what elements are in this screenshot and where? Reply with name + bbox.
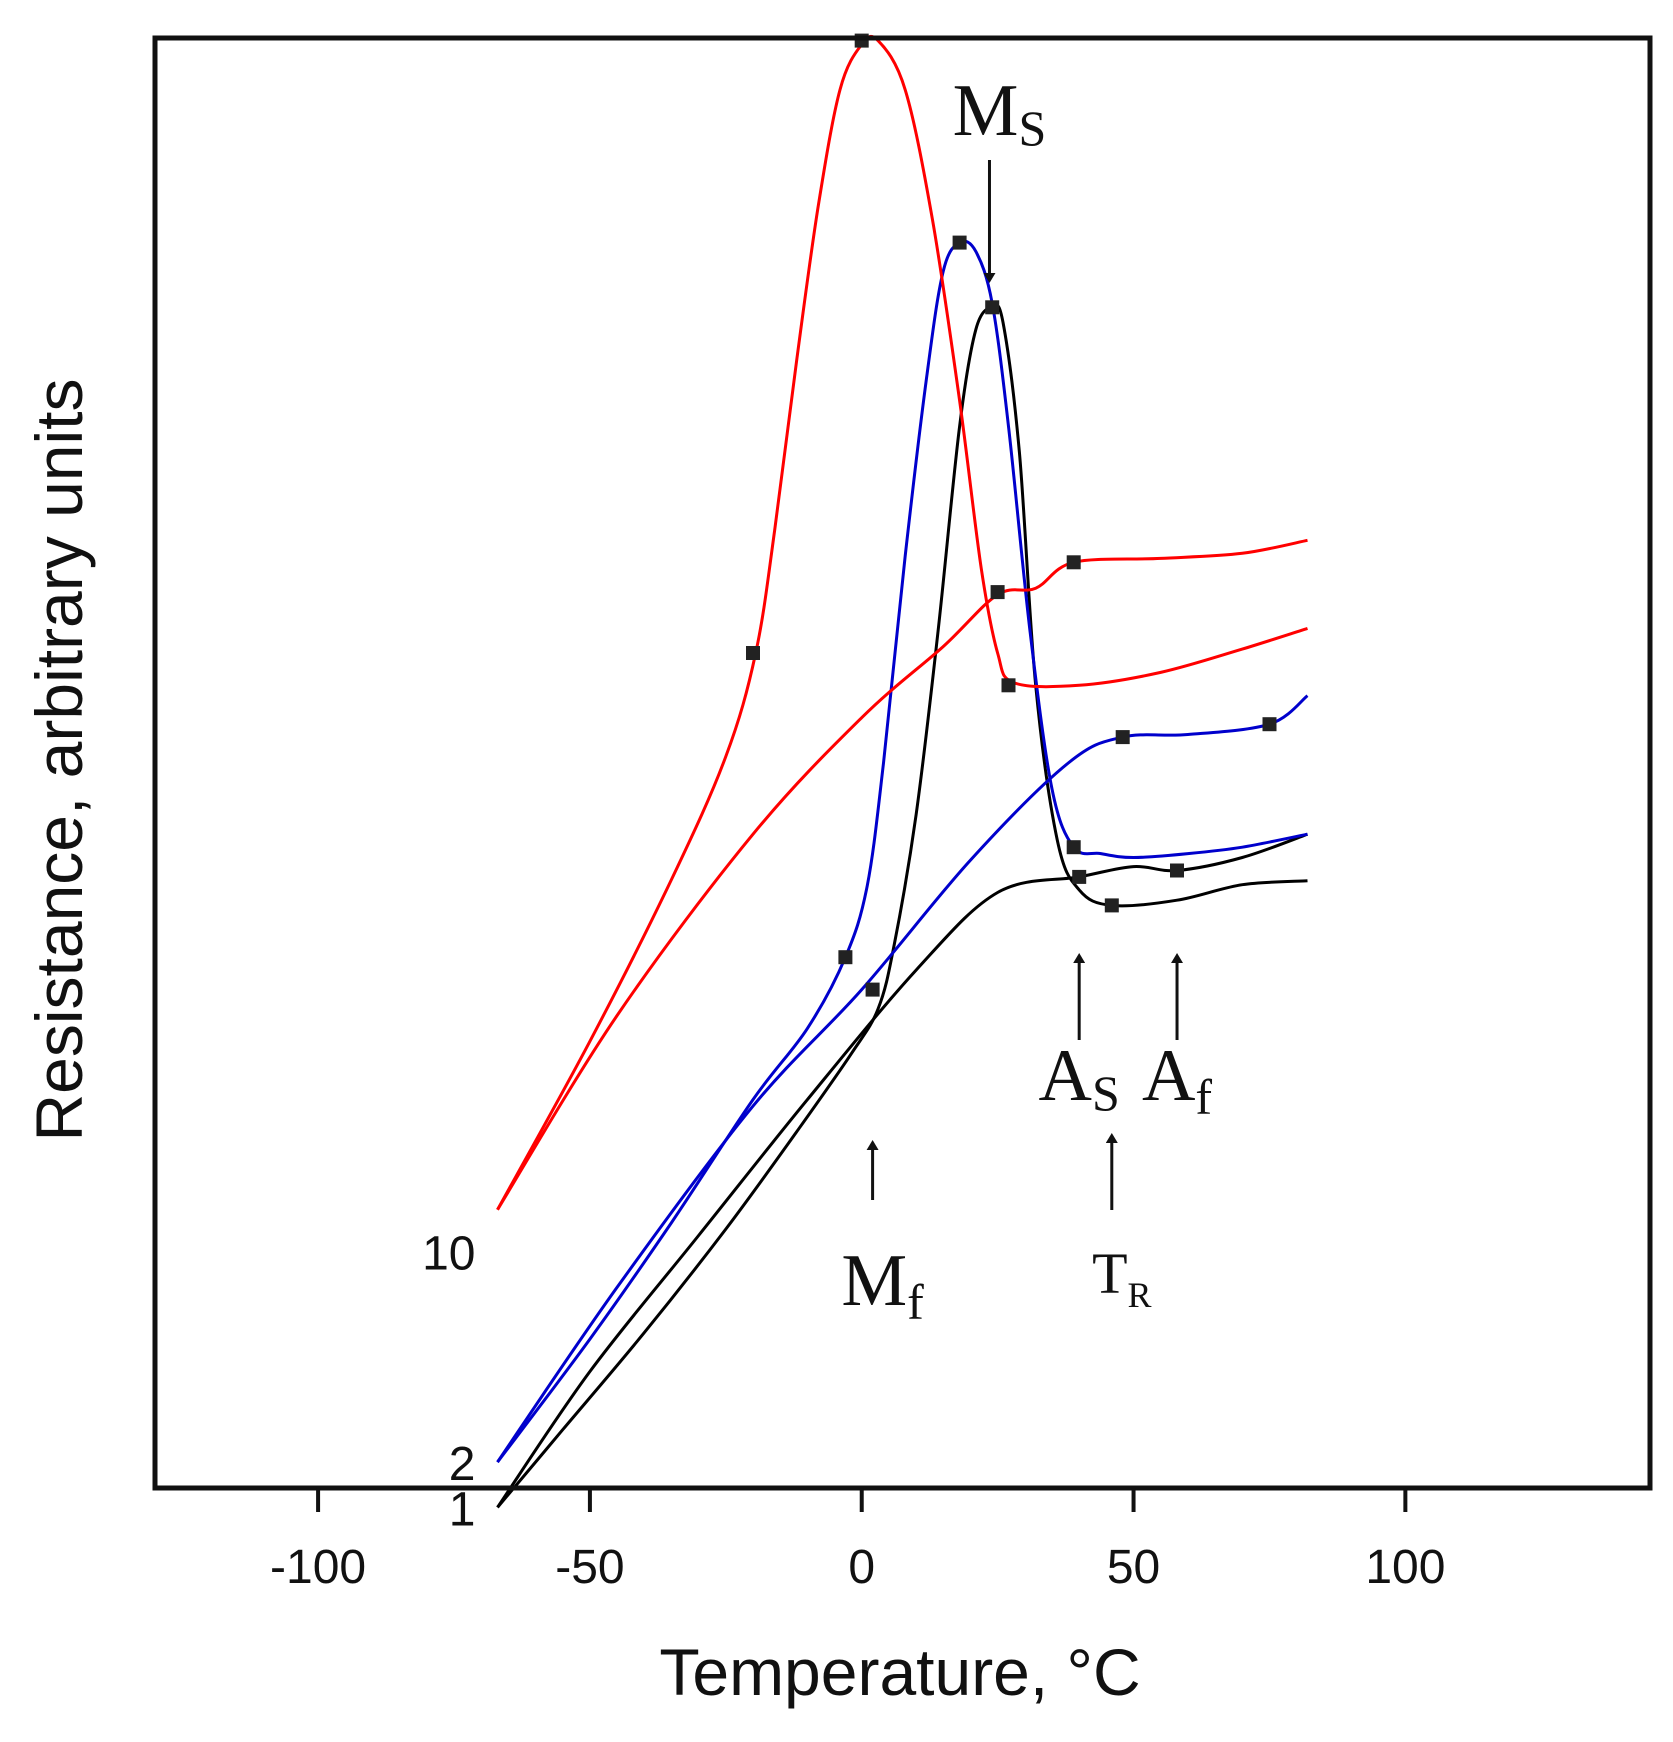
x-tick-label-50: 50 — [1107, 1541, 1160, 1594]
data-marker-10-heat-0 — [990, 585, 1005, 600]
data-marker-2-cool-2 — [838, 950, 853, 965]
curve-label-1: 1 — [449, 1483, 476, 1536]
series-10-cool-line — [496, 34, 1308, 1211]
data-marker-10-heat-1 — [1066, 555, 1081, 570]
curve-label-10: 10 — [422, 1228, 475, 1281]
as-label-main: A — [1039, 1035, 1092, 1117]
x-tick-label--50: -50 — [555, 1541, 624, 1594]
series-2-cool-line — [496, 239, 1308, 1464]
as-label-sub: S — [1092, 1065, 1120, 1121]
x-tick-label-100: 100 — [1365, 1541, 1445, 1594]
plot-frame — [152, 35, 1653, 1491]
data-marker-2-cool-0 — [952, 235, 967, 250]
curve-labels: 12 10 — [422, 1228, 475, 1537]
x-axis-title: Temperature, °C — [659, 1635, 1140, 1709]
mf-label-main: M — [841, 1240, 907, 1322]
mf-label: Mf — [841, 1240, 924, 1330]
series-2-heat-line — [496, 694, 1309, 1463]
markers-layer — [746, 33, 1277, 997]
data-marker-1-cool-0 — [985, 300, 1000, 315]
as-label: AS — [1039, 1035, 1120, 1121]
mf-label-sub: f — [907, 1274, 924, 1330]
curve-label-2: 2 — [449, 1438, 476, 1491]
x-tick-label-0: 0 — [848, 1541, 875, 1594]
annotation-tr: TR — [1092, 1133, 1152, 1315]
tr-label-main: T — [1092, 1241, 1127, 1306]
data-marker-2-cool-1 — [1066, 840, 1081, 855]
tr-label: TR — [1092, 1241, 1151, 1315]
data-marker-1-cool-1 — [1104, 898, 1119, 913]
annotation-af: Af — [1142, 953, 1212, 1125]
annotation-mf: Mf — [841, 1140, 924, 1330]
annotation-as: AS — [1039, 953, 1120, 1121]
series-1-heat-line — [496, 832, 1309, 1509]
y-axis-title: Resistance, arbitrary units — [22, 379, 96, 1142]
series-1-cool-line — [496, 303, 1308, 1509]
data-marker-2-heat-0 — [865, 982, 880, 997]
af-label-sub: f — [1195, 1069, 1212, 1125]
data-marker-1-heat-1 — [1170, 863, 1184, 878]
tr-label-sub: R — [1128, 1275, 1152, 1315]
ms-label-sub: S — [1018, 100, 1046, 156]
data-marker-2-heat-2 — [1262, 717, 1277, 732]
x-tick-label--100: -100 — [270, 1541, 366, 1594]
data-marker-2-heat-1 — [1115, 730, 1130, 745]
data-marker-10-cool-2 — [746, 646, 760, 660]
x-axis: -100 -50 0 50 100 — [270, 1488, 1445, 1594]
af-label: Af — [1142, 1035, 1212, 1125]
series-10-heat-line — [496, 538, 1308, 1211]
data-marker-1-heat-0 — [1072, 869, 1087, 884]
ms-label: MS — [953, 70, 1047, 156]
ms-label-main: M — [953, 70, 1019, 152]
data-marker-10-cool-1 — [1001, 678, 1016, 693]
af-label-main: A — [1142, 1035, 1195, 1117]
annotation-ms: MS — [953, 70, 1047, 283]
